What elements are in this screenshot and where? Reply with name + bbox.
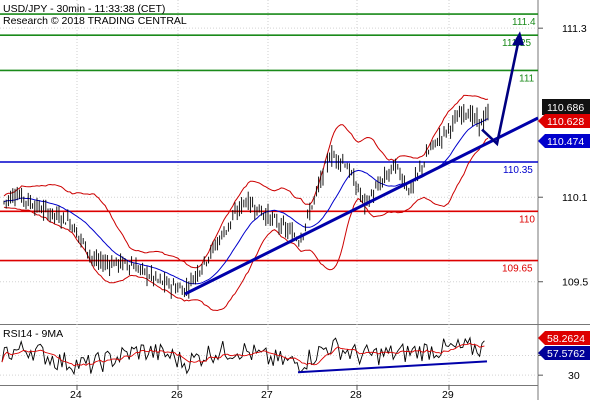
price-tick-label-1: 110.1 bbox=[562, 192, 588, 204]
rsi-ma-value-label: 58.2624 bbox=[547, 333, 585, 345]
time-tick-label-4: 29 bbox=[442, 389, 454, 400]
rsi-ma-box bbox=[538, 331, 590, 345]
candlesticks bbox=[3, 103, 489, 299]
time-tick-label-3: 28 bbox=[350, 389, 362, 400]
price-axis: 111.3 110.1 109.5 110.686 110.628 110.474 bbox=[538, 23, 590, 289]
marker-price-box-1 bbox=[538, 134, 590, 148]
rsi-line bbox=[1, 336, 485, 376]
rsi-trendline bbox=[297, 360, 488, 374]
level-label-0: 111.4 bbox=[512, 17, 536, 28]
current-price-label: 110.686 bbox=[547, 102, 584, 114]
time-tick-label-0: 24 bbox=[70, 389, 82, 400]
marker-price-box-0 bbox=[538, 114, 590, 128]
marker-price-label-1: 110.474 bbox=[547, 136, 584, 148]
level-label-3: 110.35 bbox=[503, 165, 533, 176]
current-price-box bbox=[542, 99, 590, 115]
marker-price-label-0: 110.628 bbox=[547, 116, 584, 128]
rsi-panel-title: RSI14 - 9MA bbox=[3, 328, 63, 340]
trendline-group bbox=[184, 31, 539, 296]
time-axis: 24 26 27 28 29 bbox=[70, 385, 454, 400]
rsi-value-label: 57.5762 bbox=[547, 348, 585, 360]
level-label-4: 110 bbox=[519, 214, 535, 225]
time-tick-label-1: 26 bbox=[171, 389, 183, 400]
time-tick-label-2: 27 bbox=[261, 389, 273, 400]
chart-title: USD/JPY - 30min - 11:33:38 (CET) bbox=[3, 3, 165, 15]
chart-subtitle: Research © 2018 TRADING CENTRAL bbox=[3, 15, 187, 27]
rsi-value-box bbox=[538, 346, 590, 360]
rsi-ma-line bbox=[1, 342, 485, 367]
support-trendline bbox=[184, 116, 539, 296]
rsi-tick-label-1: 30 bbox=[568, 370, 580, 382]
bollinger-lower bbox=[3, 137, 489, 312]
level-label-5: 109.65 bbox=[502, 264, 533, 275]
projection-arrow-line bbox=[481, 42, 520, 147]
level-label-2: 111 bbox=[519, 73, 535, 84]
bollinger-upper bbox=[3, 94, 489, 269]
price-tick-label-2: 109.5 bbox=[562, 277, 588, 289]
price-tick-label-0: 111.3 bbox=[562, 23, 587, 35]
projection-arrow-head bbox=[512, 31, 524, 46]
